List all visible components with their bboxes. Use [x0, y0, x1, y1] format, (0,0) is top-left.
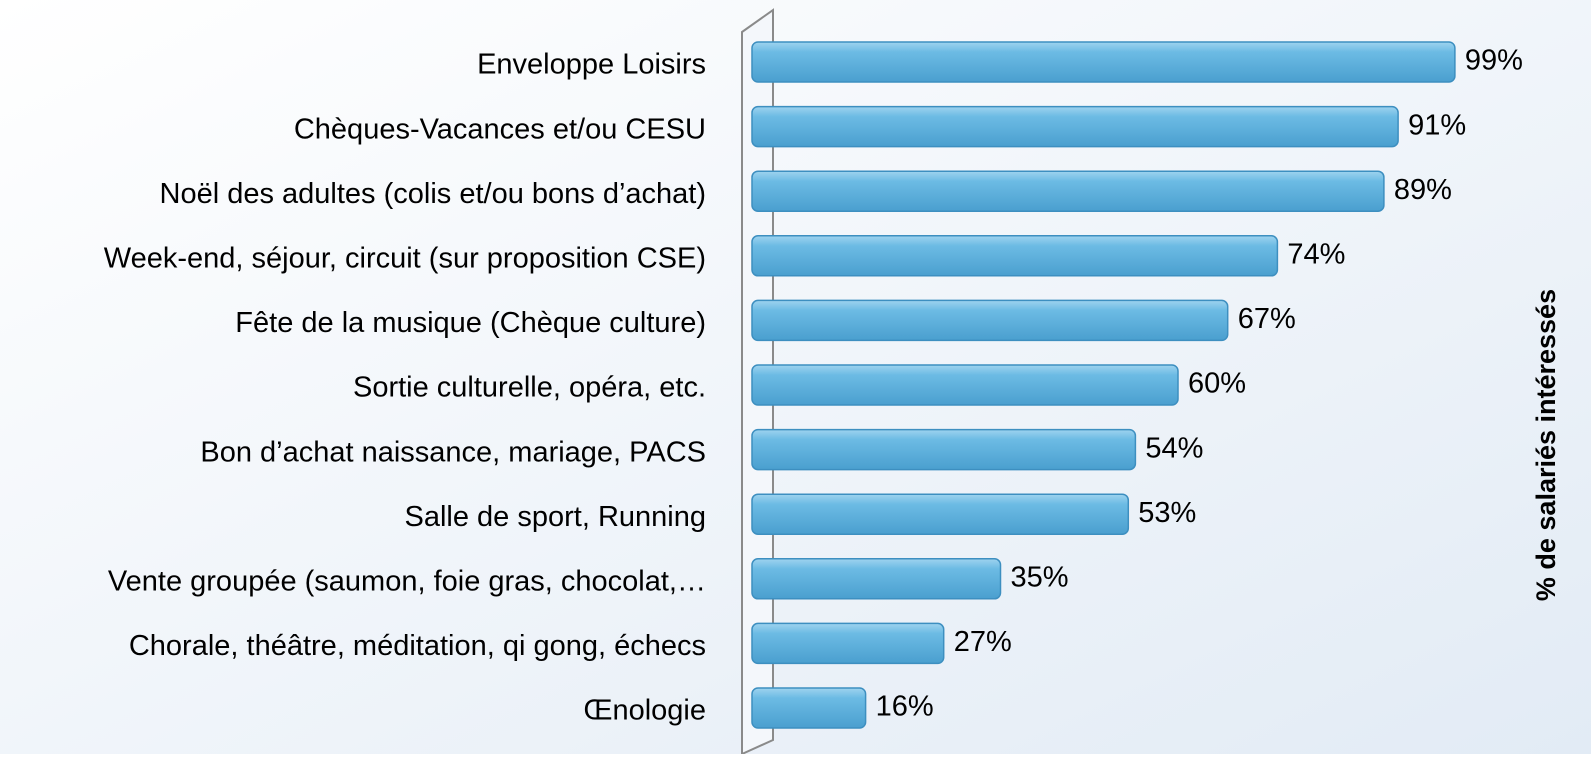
category-label: Salle de sport, Running [405, 501, 706, 533]
category-label: Sortie culturelle, opéra, etc. [353, 372, 706, 404]
value-label: 35% [1011, 561, 1069, 593]
value-label: 89% [1394, 174, 1452, 206]
value-label: 60% [1188, 368, 1246, 400]
axis-label: % de salariés intéressés [1531, 289, 1561, 601]
value-label: 67% [1238, 303, 1296, 335]
category-label: Œnologie [583, 695, 706, 727]
bar [751, 558, 1002, 600]
value-label: 91% [1408, 109, 1466, 141]
value-label: 54% [1145, 432, 1203, 464]
category-label: Noël des adultes (colis et/ou bons d’ach… [160, 178, 706, 210]
value-label: 74% [1287, 238, 1345, 270]
value-label: 16% [876, 691, 934, 723]
bar [751, 493, 1130, 535]
bar [751, 364, 1179, 406]
category-label: Chorale, théâtre, méditation, qi gong, é… [129, 630, 706, 662]
bar [751, 687, 867, 729]
category-label: Bon d’achat naissance, mariage, PACS [200, 436, 706, 468]
category-label: Enveloppe Loisirs [477, 49, 706, 81]
bar [751, 105, 1399, 148]
category-label: Chèques-Vacances et/ou CESU [294, 113, 706, 145]
category-label: Fête de la musique (Chèque culture) [235, 307, 706, 339]
category-label: Week-end, séjour, circuit (sur propositi… [104, 242, 706, 274]
bar [751, 170, 1385, 212]
value-label: 27% [954, 626, 1012, 658]
value-label: 53% [1138, 497, 1196, 529]
value-label: 99% [1465, 45, 1523, 77]
bar [751, 41, 1456, 83]
bar [751, 622, 945, 665]
category-label: Vente groupée (saumon, foie gras, chocol… [108, 565, 706, 597]
bar [751, 235, 1279, 277]
bar [751, 299, 1229, 342]
bar [751, 428, 1137, 471]
